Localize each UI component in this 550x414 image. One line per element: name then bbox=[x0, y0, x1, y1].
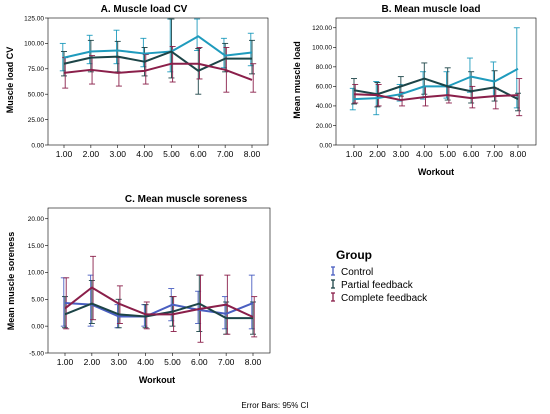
y-tick-label: 120.00 bbox=[312, 25, 332, 32]
series-line bbox=[63, 50, 252, 72]
footnote: Error Bars: 95% CI bbox=[241, 401, 308, 410]
x-tick-label: 7.00 bbox=[486, 149, 503, 159]
chart-title: A. Muscle load CV bbox=[101, 4, 188, 15]
x-tick-label: 6.00 bbox=[191, 357, 208, 367]
x-tick-label: 2.00 bbox=[369, 149, 386, 159]
y-tick-label: 100.00 bbox=[24, 41, 44, 48]
y-axis-label: Mean muscle soreness bbox=[6, 232, 16, 331]
x-axis-label: Workout bbox=[139, 375, 175, 385]
y-tick-label: 80.00 bbox=[316, 64, 333, 71]
legend: Group Control Partial feedback Complete fe… bbox=[331, 248, 428, 304]
series-line bbox=[63, 35, 253, 59]
plot-frame bbox=[335, 17, 537, 146]
chart-title: B. Mean muscle load bbox=[382, 4, 481, 15]
x-tick-label: 5.00 bbox=[164, 357, 181, 367]
y-axis-label: Mean muscle load bbox=[292, 41, 302, 119]
x-tick-label: 4.00 bbox=[136, 149, 153, 159]
x-tick-label: 3.00 bbox=[393, 149, 410, 159]
x-tick-label: 6.00 bbox=[190, 149, 207, 159]
chart-title: C. Mean muscle soreness bbox=[125, 194, 248, 205]
x-tick-label: 5.00 bbox=[163, 149, 180, 159]
y-tick-label: 50.00 bbox=[28, 92, 45, 99]
panel-muscle-load-cv: A. Muscle load CV Muscle load CV 0.00 25.… bbox=[5, 4, 269, 159]
x-tick-label: 8.00 bbox=[510, 149, 527, 159]
y-tick-label: 20.00 bbox=[316, 123, 333, 130]
y-tick-label: 75.00 bbox=[28, 66, 45, 73]
panel-mean-muscle-load: B. Mean muscle load Mean muscle load Wor… bbox=[292, 4, 537, 177]
plot-frame bbox=[47, 17, 269, 146]
x-tick-label: 3.00 bbox=[109, 149, 126, 159]
x-tick-label: 7.00 bbox=[217, 149, 234, 159]
x-tick-label: 1.00 bbox=[56, 149, 73, 159]
x-tick-label: 4.00 bbox=[137, 357, 154, 367]
series-line bbox=[353, 93, 519, 102]
legend-label: Complete feedback bbox=[341, 293, 428, 304]
x-tick-label: 2.00 bbox=[84, 357, 101, 367]
y-axis-label: Muscle load CV bbox=[5, 47, 15, 114]
legend-label: Partial feedback bbox=[341, 280, 414, 291]
y-tick-label: 5.00 bbox=[31, 297, 44, 304]
series-line bbox=[353, 67, 519, 101]
y-tick-label: 0.00 bbox=[31, 142, 44, 149]
legend-title: Group bbox=[336, 248, 372, 262]
x-tick-label: 6.00 bbox=[463, 149, 480, 159]
panel-mean-muscle-soreness: C. Mean muscle soreness Mean muscle sore… bbox=[6, 194, 271, 385]
x-axis-label: Workout bbox=[418, 167, 454, 177]
x-tick-label: 5.00 bbox=[439, 149, 456, 159]
y-tick-label: 0.00 bbox=[319, 142, 332, 149]
y-tick-label: 60.00 bbox=[316, 84, 333, 91]
series-line bbox=[63, 62, 253, 81]
legend-label: Control bbox=[341, 267, 373, 278]
x-tick-label: 3.00 bbox=[110, 357, 127, 367]
x-tick-label: 8.00 bbox=[245, 357, 262, 367]
series-line bbox=[64, 286, 254, 318]
y-tick-label: -5.00 bbox=[29, 350, 44, 357]
x-tick-label: 8.00 bbox=[244, 149, 261, 159]
series-line bbox=[64, 302, 254, 318]
y-tick-label: 100.00 bbox=[312, 45, 332, 52]
y-tick-label: 10.00 bbox=[28, 270, 45, 277]
x-tick-label: 4.00 bbox=[416, 149, 433, 159]
y-tick-label: 40.00 bbox=[316, 103, 333, 110]
plot-frame bbox=[47, 207, 271, 354]
x-tick-label: 1.00 bbox=[346, 149, 363, 159]
x-tick-label: 1.00 bbox=[57, 357, 74, 367]
x-tick-label: 7.00 bbox=[218, 357, 235, 367]
y-tick-label: 20.00 bbox=[28, 216, 45, 223]
x-tick-label: 2.00 bbox=[83, 149, 100, 159]
series-line bbox=[353, 77, 519, 100]
y-tick-label: 15.00 bbox=[28, 243, 45, 250]
y-tick-label: 125.00 bbox=[24, 15, 44, 22]
y-tick-label: 25.00 bbox=[28, 117, 45, 124]
y-tick-label: 0.00 bbox=[31, 323, 44, 330]
